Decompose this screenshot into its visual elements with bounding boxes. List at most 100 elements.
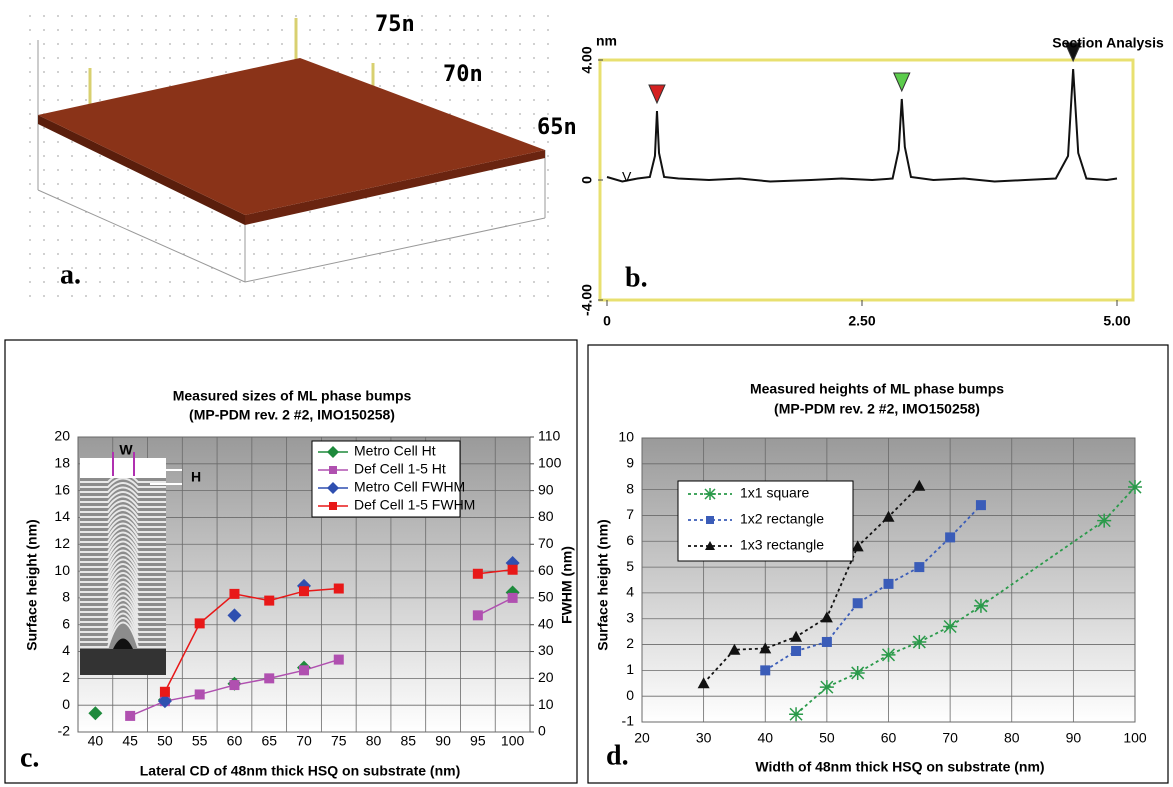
x-tick-label: 5.00 (1103, 313, 1130, 329)
inset-stripe (80, 549, 166, 568)
marker (820, 611, 833, 623)
marker (973, 598, 988, 613)
y-tick-label: 10 (54, 562, 70, 578)
inset-stripe (80, 603, 166, 628)
marker (159, 686, 170, 697)
y-tick-label: 20 (54, 428, 70, 444)
y-tick-label: 2 (626, 635, 634, 651)
legend-marker (327, 446, 339, 458)
marker (125, 710, 136, 721)
x-tick-label: 45 (122, 733, 138, 749)
inset-stripe (80, 504, 166, 518)
y2-tick-label: 50 (538, 589, 554, 605)
x-axis-title: Width of 48nm thick HSQ on substrate (nm… (755, 759, 1044, 775)
y2-tick-label: 80 (538, 508, 554, 524)
cursor-label: V (622, 169, 632, 185)
legend-marker (705, 541, 715, 550)
y2-tick-label: 40 (538, 615, 554, 631)
marker (850, 665, 865, 680)
x-tick-label: 0 (603, 313, 611, 329)
marker (229, 680, 240, 691)
inset-label: W (119, 442, 133, 458)
panel-label: c. (20, 742, 39, 773)
marker (914, 562, 925, 573)
x-tick-label: 30 (696, 730, 712, 746)
marker (975, 500, 986, 511)
y-tick-label: 1 (626, 661, 634, 677)
marker (299, 665, 309, 676)
y-tick-label: 8 (626, 480, 634, 496)
x-tick-label: 55 (192, 733, 208, 749)
x-tick-label: 100 (501, 733, 525, 749)
x-tick-label: 70 (942, 730, 958, 746)
inset-stripe (80, 482, 166, 493)
chart-subtitle: (MP-PDM rev. 2 #2, IMO150258) (774, 401, 980, 417)
marker (883, 578, 894, 589)
legend-label: 1x1 square (740, 485, 809, 501)
y-tick-label: 0 (579, 176, 595, 184)
inset-stripe (80, 576, 166, 598)
marker (194, 689, 205, 700)
y-axis-title: Surface height (nm) (24, 519, 40, 650)
legend-marker (327, 482, 339, 494)
y2-tick-label: 70 (538, 535, 554, 551)
x-tick-label: 100 (1123, 730, 1147, 746)
y-tick-label: 9 (626, 455, 634, 471)
y-tick-label: 4.00 (579, 46, 595, 73)
y2-tick-label: 90 (538, 481, 554, 497)
inset-stripe (80, 594, 166, 618)
x-axis-title: Lateral CD of 48nm thick HSQ on substrat… (140, 763, 461, 779)
section-title: Section Analysis (1052, 35, 1164, 51)
inset-stripe (80, 572, 166, 593)
y-tick-label: 16 (54, 481, 70, 497)
marker (88, 706, 103, 721)
inset-stripe (80, 621, 166, 648)
x-tick-label: 85 (401, 733, 417, 749)
marker (194, 618, 205, 629)
legend-marker (706, 516, 714, 524)
y-tick-label: 6 (62, 615, 70, 631)
inset-stripe (80, 531, 166, 548)
y-tick-label: 14 (54, 508, 70, 524)
marker (943, 619, 958, 634)
inset-stripe (80, 486, 166, 498)
inset-stripe (80, 563, 166, 583)
legend-label: Metro Cell Ht (354, 443, 436, 459)
y-tick-label: 4 (626, 584, 634, 600)
legend-label: Def Cell 1-5 Ht (354, 461, 446, 477)
x-tick-label: 70 (296, 733, 312, 749)
marker (1097, 513, 1112, 528)
marker (697, 677, 710, 689)
x-tick-label: 2.50 (848, 313, 875, 329)
profile-line (606, 68, 1118, 183)
marker (912, 634, 927, 649)
inset-stripe (80, 581, 166, 603)
marker (821, 636, 832, 647)
marker (1128, 480, 1142, 495)
inset-label: H (191, 469, 201, 485)
y-tick-label: 5 (626, 558, 634, 574)
marker (945, 532, 956, 543)
x-tick-label: 90 (1066, 730, 1082, 746)
y-tick-label: 4 (62, 642, 70, 658)
height-label: 70n (443, 62, 483, 87)
legend-label: 1x3 rectangle (740, 537, 824, 553)
chart-title: Measured heights of ML phase bumps (750, 381, 1004, 397)
y-tick-label: -4.00 (579, 284, 595, 316)
y2-tick-label: 20 (538, 669, 554, 685)
inset-stripe (80, 477, 166, 488)
y-tick-label: 18 (54, 455, 70, 471)
x-tick-label: 50 (819, 730, 835, 746)
x-tick-label: 40 (88, 733, 104, 749)
y-tick-label: 10 (618, 429, 634, 445)
x-tick-label: 65 (261, 733, 277, 749)
marker (759, 642, 772, 654)
surface-side (38, 115, 245, 225)
marker (791, 646, 802, 656)
marker (333, 583, 344, 594)
inset-stripe (80, 567, 166, 588)
height-label: 75n (375, 12, 415, 37)
inset-stripe (80, 612, 166, 638)
x-tick-label: 60 (881, 730, 897, 746)
